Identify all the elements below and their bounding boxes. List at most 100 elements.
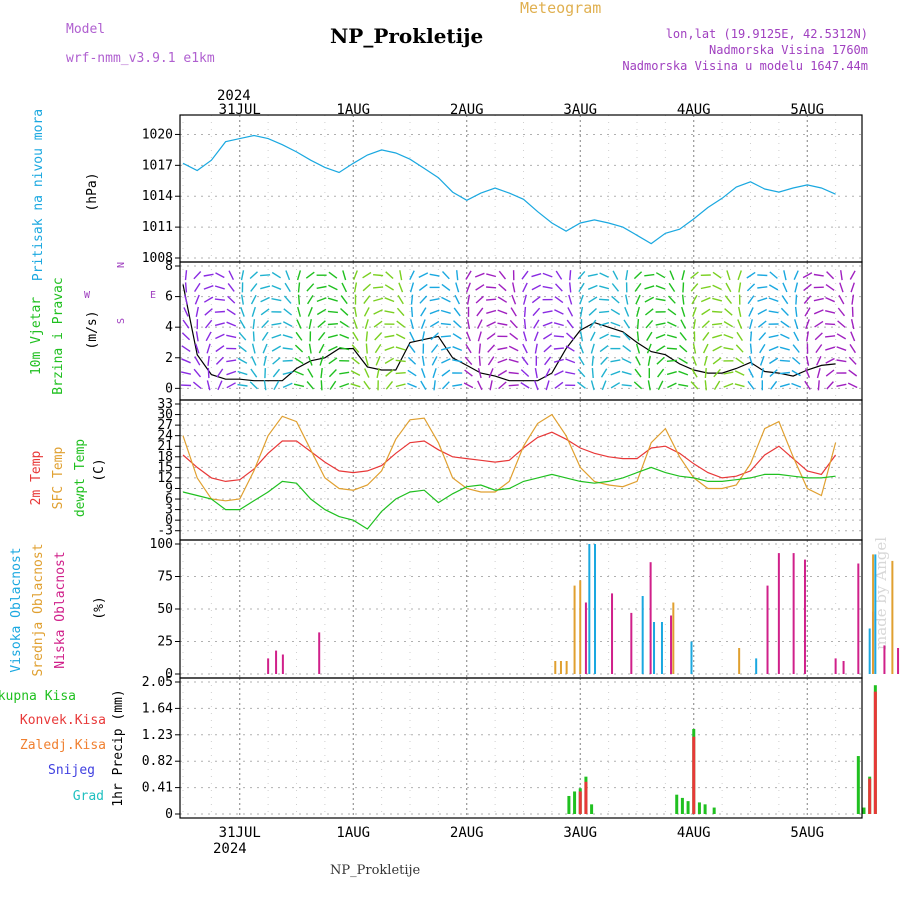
wind-arrow-323 (544, 345, 551, 352)
model-name: wrf-nmm_v3.9.1 e1km (66, 51, 215, 66)
ytick-label-wind-0: 0 (165, 381, 173, 396)
wind-arrow-110 (307, 382, 313, 390)
wind-arrow-579 (827, 272, 834, 279)
wind-arrow-433 (667, 348, 677, 349)
wind-arrow-274 (487, 333, 495, 339)
wind-arrow-428 (656, 286, 665, 289)
precip-ylabel-outer-3: Zaledj.Kisa (20, 738, 106, 753)
wind-arrow-583 (837, 347, 846, 350)
bar-cloud-0-2 (282, 655, 284, 675)
wind-arrow-370 (602, 381, 606, 390)
wind-arrow-73 (263, 344, 267, 353)
bar-precip-1-3 (874, 692, 877, 814)
wind-arrow-443 (680, 345, 687, 352)
wind-arrow-448 (683, 282, 684, 292)
wind-arrow-399 (626, 270, 628, 280)
bar-cloud-0-1 (275, 651, 277, 674)
ytick-label-cloud-4: 100 (150, 537, 173, 552)
wind-arrow-373 (600, 346, 608, 352)
wind-arrow-125 (318, 321, 326, 328)
wind-arrow-494 (737, 332, 742, 340)
wind-arrow-290 (509, 385, 519, 386)
wind-arrow-400 (634, 382, 641, 389)
wind-arrow-156 (355, 307, 357, 317)
wind-arrow-149 (343, 270, 346, 280)
wind-arrow-410 (648, 380, 650, 390)
wind-arrow-414 (647, 332, 652, 341)
precip-ylabel-outer-2: Konvek.Kisa (20, 713, 106, 728)
wind-arrow-435 (667, 322, 676, 326)
wind-arrow-304 (524, 332, 527, 342)
wind-arrow-479 (713, 272, 721, 278)
wind-arrow-266 (477, 308, 483, 316)
wind-arrow-100 (294, 384, 304, 386)
wind-arrow-377 (599, 299, 609, 300)
compass-w: W (84, 290, 91, 301)
wind-arrow-138 (328, 285, 337, 290)
wind-arrow-418 (645, 286, 655, 289)
wind-arrow-330 (555, 382, 563, 388)
wind-arrow-528 (769, 285, 778, 290)
wind-arrow-466 (702, 309, 710, 314)
wind-arrow-543 (793, 345, 799, 353)
wind-arrow-561 (818, 368, 821, 378)
wind-arrow-444 (680, 332, 686, 340)
cloud-side-labels: Visoka Oblacnost Srednja Oblacnost Niska… (9, 543, 107, 676)
wind-arrow-69 (250, 272, 257, 279)
wind-arrow-549 (794, 271, 798, 280)
wind-arrow-60 (250, 382, 257, 389)
wind-arrow-386 (611, 309, 620, 314)
wind-arrow-389 (613, 271, 618, 280)
wind-arrow-51 (238, 372, 248, 375)
wind-arrow-539 (784, 270, 786, 280)
wind-arrow-107 (299, 295, 300, 305)
wind-arrow-62 (252, 356, 256, 365)
wind-arrow-194 (396, 334, 405, 339)
wind-arrow-390 (622, 385, 632, 386)
panel-frame-temperature (180, 400, 862, 540)
wind-arrow-9 (186, 270, 187, 280)
wind-arrow-47 (228, 296, 235, 303)
wind-arrow-587 (839, 295, 844, 304)
wind-arrow-558 (804, 284, 812, 290)
wind-arrow-248 (456, 283, 459, 293)
wind-arrow-484 (724, 335, 733, 339)
wind-arrow-506 (749, 307, 753, 316)
wind-arrow-488 (726, 283, 731, 292)
wind-arrow-268 (476, 285, 484, 290)
wind-arrow-338 (556, 284, 563, 291)
wind-arrow-10 (193, 382, 201, 388)
wind-arrow-262 (479, 356, 480, 366)
wind-arrow-269 (475, 273, 484, 277)
wind-arrow-63 (253, 344, 255, 354)
bar-cloud-1-0 (554, 661, 556, 674)
wind-arrow-369 (588, 274, 598, 276)
wind-arrow-115 (309, 319, 311, 329)
wind-arrow-84 (272, 335, 281, 338)
wind-arrow-463 (704, 344, 708, 353)
bar-cloud-0-8 (670, 616, 672, 675)
wind-arrow-368 (588, 286, 597, 290)
bar-cloud-0-5 (611, 593, 613, 674)
wind-arrow-35 (215, 323, 225, 326)
cloud-ylabel-outer-1: Visoka Oblacnost (9, 547, 24, 672)
wind-arrow-166 (365, 307, 370, 316)
wind-arrow-515 (758, 321, 766, 327)
wind-arrow-264 (478, 332, 481, 342)
wind-arrow-225 (430, 322, 439, 327)
wind-arrow-134 (328, 335, 338, 338)
ytick-label-precip-1: 0.41 (142, 781, 173, 796)
wind-arrow-217 (420, 296, 427, 303)
wind-arrow-396 (625, 307, 629, 316)
wind-arrow-95 (283, 322, 292, 327)
wind-arrow-16 (196, 307, 198, 317)
bar-cloud-0-4 (585, 603, 587, 675)
wind-arrow-83 (272, 346, 281, 351)
wind-arrow-298 (513, 283, 515, 293)
wind-arrow-303 (523, 344, 527, 353)
wind-arrow-38 (215, 286, 225, 289)
bar-cloud-0-7 (650, 562, 652, 674)
wind-arrow-419 (644, 275, 654, 276)
wind-arrow-524 (769, 335, 779, 337)
